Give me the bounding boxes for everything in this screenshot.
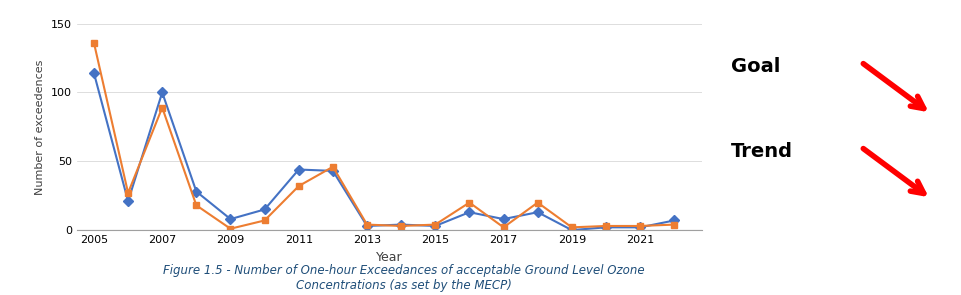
Legend: Downtown Windsor, Windsor West: Downtown Windsor, Windsor West	[240, 294, 538, 295]
Line: Windsor West: Windsor West	[90, 40, 678, 232]
Windsor West	[601, 224, 612, 228]
Windsor West	[88, 41, 100, 45]
Downtown Windsor	[327, 169, 338, 173]
Downtown Windsor	[395, 223, 407, 226]
Windsor West	[532, 201, 544, 204]
Downtown Windsor	[293, 168, 305, 171]
Windsor West	[293, 184, 305, 188]
Text: Figure 1.5 - Number of One-hour Exceedances of acceptable Ground Level Ozone
Con: Figure 1.5 - Number of One-hour Exceedan…	[162, 264, 645, 292]
Downtown Windsor	[430, 224, 441, 228]
Windsor West	[634, 224, 646, 228]
X-axis label: Year: Year	[376, 250, 403, 263]
Text: Trend: Trend	[731, 142, 793, 161]
Windsor West	[566, 226, 578, 229]
Downtown Windsor	[669, 219, 680, 222]
Downtown Windsor	[157, 91, 168, 94]
Line: Downtown Windsor: Downtown Windsor	[90, 70, 678, 234]
Text: Goal: Goal	[731, 57, 780, 76]
Windsor West	[259, 219, 270, 222]
Windsor West	[463, 201, 475, 204]
Windsor West	[225, 227, 236, 230]
Windsor West	[395, 224, 407, 228]
Downtown Windsor	[498, 217, 509, 221]
Windsor West	[669, 223, 680, 226]
Downtown Windsor	[225, 217, 236, 221]
Downtown Windsor	[259, 208, 270, 211]
Downtown Windsor	[532, 210, 544, 214]
Windsor West	[190, 204, 202, 207]
Windsor West	[122, 191, 134, 195]
Windsor West	[327, 165, 338, 168]
Downtown Windsor	[634, 226, 646, 229]
Downtown Windsor	[361, 224, 373, 228]
Y-axis label: Number of exceedences: Number of exceedences	[36, 59, 45, 194]
Windsor West	[498, 226, 509, 229]
Downtown Windsor	[463, 210, 475, 214]
Downtown Windsor	[190, 190, 202, 193]
Windsor West	[361, 223, 373, 226]
Downtown Windsor	[122, 199, 134, 203]
Windsor West	[157, 106, 168, 109]
Downtown Windsor	[601, 226, 612, 229]
Windsor West	[430, 223, 441, 226]
Downtown Windsor	[566, 228, 578, 232]
Downtown Windsor	[88, 71, 100, 75]
